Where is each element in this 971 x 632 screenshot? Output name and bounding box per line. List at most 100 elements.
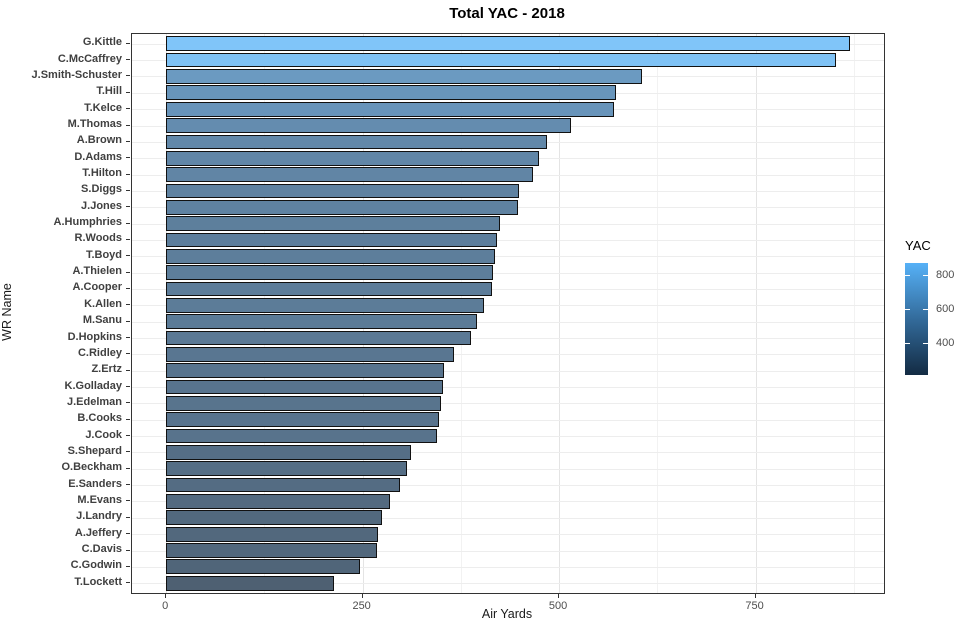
- y-tick-mark: [126, 550, 130, 551]
- bar-r-woods: [166, 232, 497, 248]
- y-tick-mark: [126, 419, 130, 420]
- y-tick-mark: [126, 468, 130, 469]
- y-tick-label: D.Hopkins: [67, 330, 122, 343]
- y-tick-label: M.Sanu: [82, 314, 122, 327]
- legend-colorbar: [905, 263, 928, 375]
- legend-tick-mark: [905, 309, 910, 311]
- y-tick-label: A.Cooper: [72, 281, 123, 294]
- row-gridline: [132, 338, 884, 339]
- row-gridline: [132, 403, 884, 404]
- bar-g-kittle: [166, 36, 850, 52]
- y-tick-mark: [126, 255, 130, 256]
- y-tick-mark: [126, 435, 130, 436]
- plot-panel: [131, 33, 885, 594]
- row-gridline: [132, 551, 884, 552]
- y-tick-label: J.Edelman: [66, 395, 122, 408]
- bar-a-cooper: [166, 281, 493, 297]
- row-gridline: [132, 224, 884, 225]
- y-tick-label: C.Godwin: [70, 559, 122, 572]
- row-gridline: [132, 289, 884, 290]
- row-gridline: [132, 436, 884, 437]
- bar-c-mccaffrey: [166, 52, 836, 68]
- legend-tick-label: 600: [936, 303, 955, 316]
- bar-c-godwin: [166, 559, 361, 575]
- chart-title: Total YAC - 2018: [449, 5, 565, 22]
- y-tick-mark: [126, 566, 130, 567]
- bar-a-brown: [166, 134, 548, 150]
- y-tick-label: T.Lockett: [74, 575, 122, 588]
- y-tick-label: A.Humphries: [53, 216, 122, 229]
- bar-c-davis: [166, 543, 377, 558]
- bar-s-diggs: [166, 183, 519, 199]
- major-gridline: [559, 34, 561, 593]
- bar-a-thielen: [166, 265, 494, 280]
- y-tick-label: G.Kittle: [82, 36, 122, 49]
- bar-t-lockett: [166, 575, 335, 591]
- y-tick-label: K.Golladay: [64, 379, 122, 392]
- legend-tick-label: 800: [936, 268, 955, 281]
- y-tick-mark: [126, 500, 130, 501]
- bar-j-smith-schuster: [166, 69, 642, 84]
- y-tick-label: R.Woods: [74, 232, 122, 245]
- y-tick-mark: [126, 206, 130, 207]
- bar-j-edelman: [166, 396, 442, 411]
- y-tick-mark: [126, 43, 130, 44]
- y-tick-label: A.Brown: [76, 134, 122, 147]
- y-tick-label: C.Davis: [81, 543, 122, 555]
- bar-t-hill: [166, 85, 617, 101]
- x-tick-label: 750: [745, 600, 764, 612]
- row-gridline: [132, 583, 884, 584]
- major-gridline: [362, 34, 364, 593]
- bar-k-allen: [166, 297, 485, 313]
- y-tick-label: Z.Ertz: [91, 363, 122, 376]
- y-tick-mark: [126, 108, 130, 109]
- row-gridline: [132, 469, 884, 470]
- row-gridline: [132, 420, 884, 421]
- row-gridline: [132, 534, 884, 535]
- row-gridline: [132, 518, 884, 519]
- row-gridline: [132, 273, 884, 274]
- y-tick-label: T.Hilton: [82, 167, 122, 180]
- y-tick-label: S.Shepard: [67, 444, 122, 457]
- x-tick-label: 0: [162, 600, 169, 612]
- bar-d-hopkins: [166, 330, 472, 346]
- legend-tick-mark: [905, 343, 910, 345]
- legend-tick-mark: [905, 274, 910, 276]
- row-gridline: [132, 322, 884, 323]
- bar-t-kelce: [166, 101, 615, 117]
- minor-gridline: [460, 34, 462, 593]
- legend-tick-mark: [923, 343, 928, 345]
- legend-tick-mark: [923, 309, 928, 311]
- y-tick-mark: [126, 59, 130, 60]
- y-tick-mark: [126, 223, 130, 224]
- x-tick-mark: [165, 594, 167, 598]
- y-tick-mark: [126, 321, 130, 322]
- y-tick-label: O.Beckham: [61, 461, 122, 474]
- y-tick-label: J.Jones: [81, 199, 122, 212]
- x-tick-label: 250: [352, 600, 371, 612]
- y-tick-mark: [126, 533, 130, 534]
- bar-t-hilton: [166, 167, 534, 182]
- x-tick-mark: [754, 594, 756, 598]
- row-gridline: [132, 256, 884, 257]
- bar-d-adams: [166, 150, 540, 166]
- bar-a-jeffery: [166, 526, 379, 542]
- legend-tick-label: 400: [936, 337, 955, 350]
- minor-gridline: [264, 34, 266, 593]
- legend-title: YAC: [905, 238, 931, 253]
- y-tick-mark: [126, 272, 130, 273]
- bar-j-cook: [166, 428, 438, 444]
- y-tick-mark: [126, 337, 130, 338]
- y-tick-mark: [126, 157, 130, 158]
- y-tick-mark: [126, 386, 130, 387]
- bar-j-landry: [166, 510, 383, 526]
- y-tick-mark: [126, 304, 130, 305]
- y-tick-label: J.Cook: [85, 428, 122, 441]
- y-tick-label: A.Thielen: [72, 265, 122, 278]
- bar-j-jones: [166, 199, 519, 215]
- bar-z-ertz: [166, 363, 445, 379]
- y-tick-mark: [126, 141, 130, 142]
- bar-c-ridley: [166, 347, 454, 362]
- y-tick-label: S.Diggs: [81, 183, 122, 196]
